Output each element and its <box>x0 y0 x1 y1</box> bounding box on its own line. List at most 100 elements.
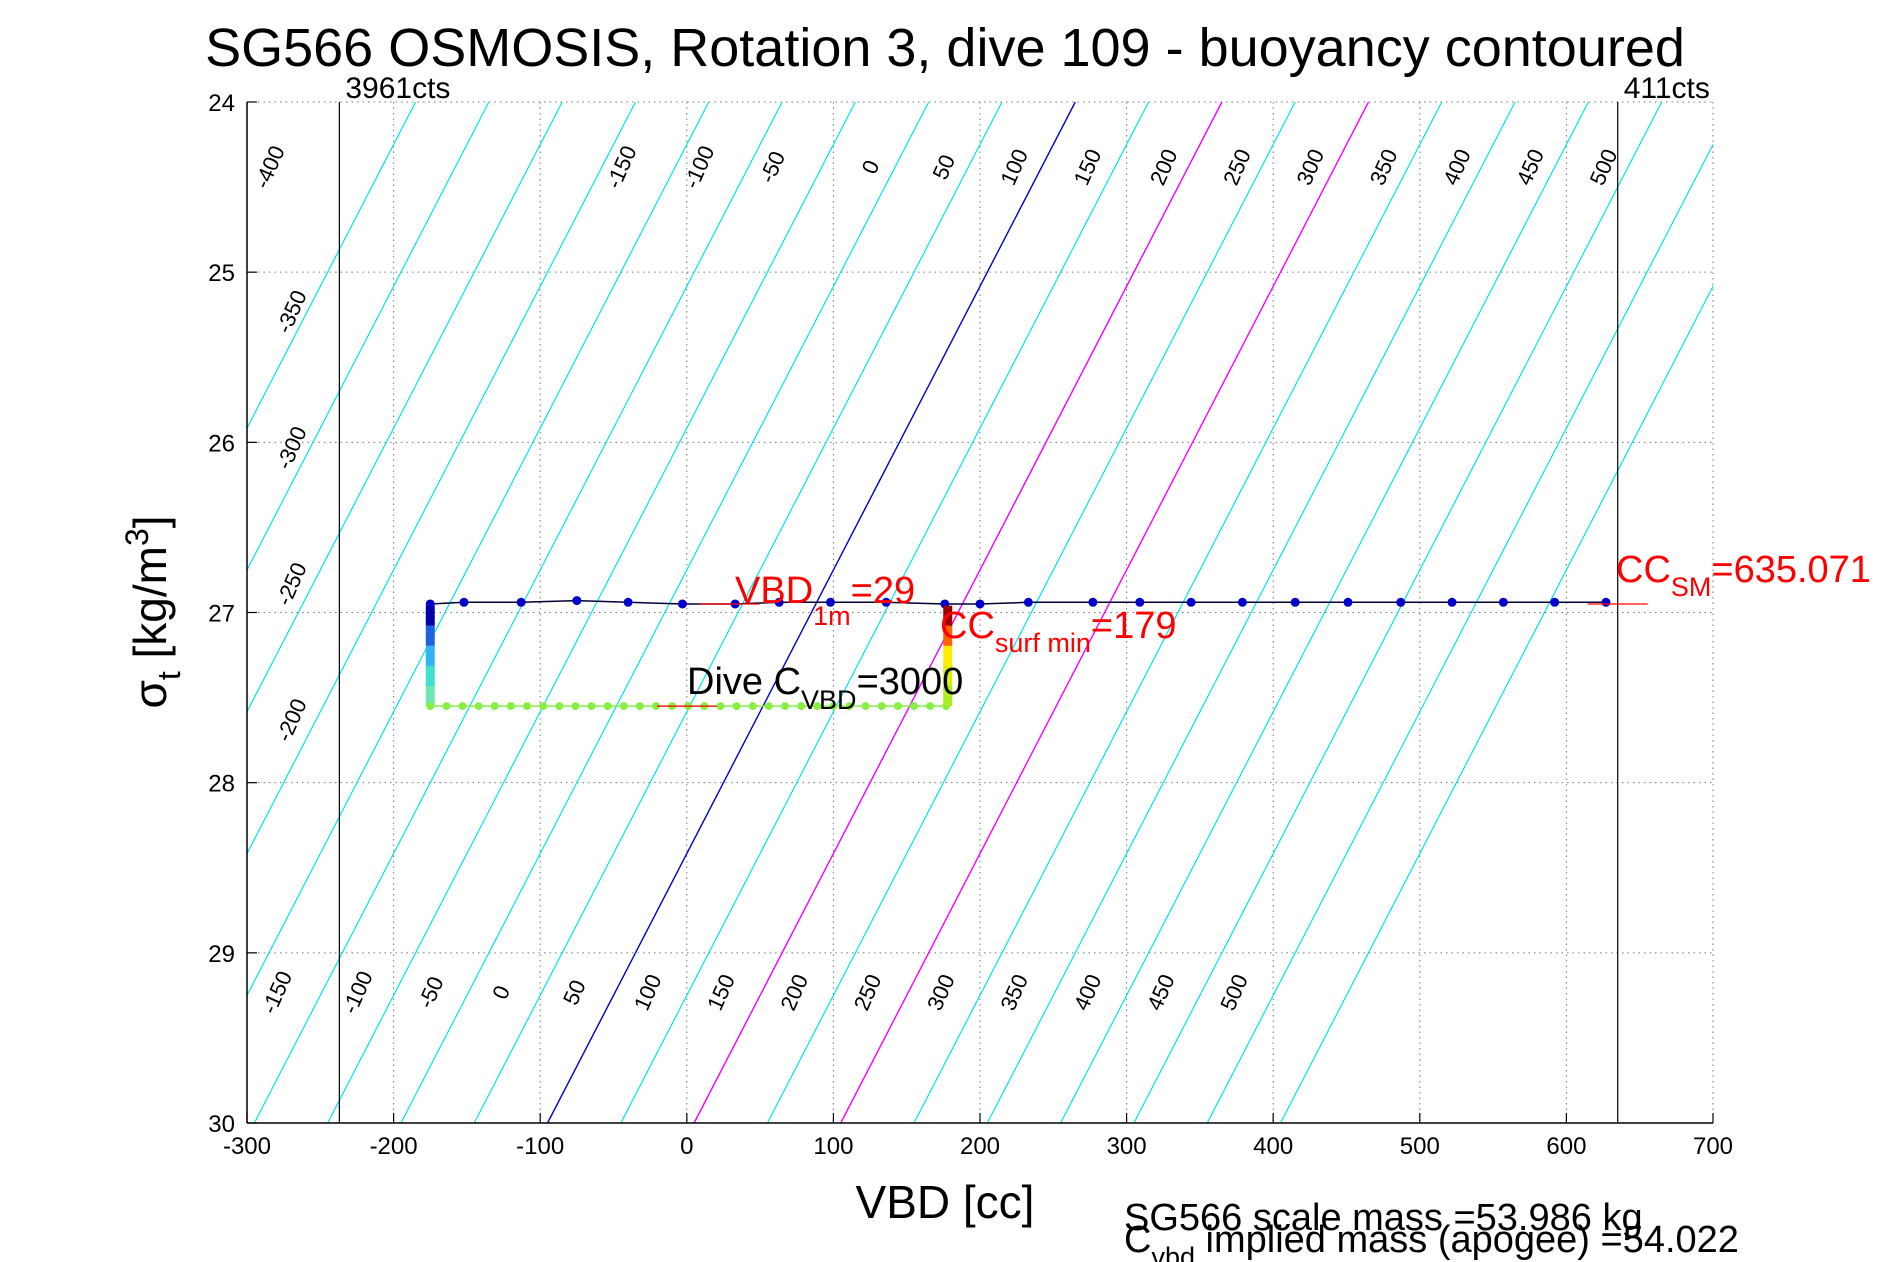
cc-surf-sub: surf min <box>995 628 1091 658</box>
contour-label-bottom: -50 <box>413 973 449 1012</box>
contour-line-cyan <box>1133 102 1663 1123</box>
contour-line-cyan <box>473 102 1003 1123</box>
contour-label-top: 200 <box>1145 145 1183 189</box>
series-point <box>490 702 499 711</box>
series-point <box>716 702 725 711</box>
series-point <box>1290 597 1300 607</box>
contour-line-cyan <box>766 102 1296 1123</box>
contour-label-bottom: 250 <box>849 970 887 1014</box>
y-axis-label-units: [kg/m <box>124 546 176 671</box>
series-point <box>877 702 886 711</box>
series-point <box>474 702 483 711</box>
axes: -300 -200 -100 0 100 200 300 400 500 600 700242526… <box>208 90 1733 1160</box>
series-point <box>677 599 687 609</box>
series-point <box>603 702 612 711</box>
series-point <box>781 702 790 711</box>
series-point <box>506 702 515 711</box>
contour-line-cyan <box>247 102 710 997</box>
series-point <box>1023 597 1033 607</box>
contour-label-left: -250 <box>271 559 312 609</box>
contour-line-cyan <box>1206 143 1713 1123</box>
series-point <box>516 597 526 607</box>
y-tick-label: 24 <box>208 90 235 117</box>
series-point <box>893 702 902 711</box>
dive-cvbd-sub: VBD <box>801 685 857 715</box>
dive-cvbd-value: =3000 <box>857 661 964 703</box>
implied-mass-text: Cvbd implied mass (apogee) =54.022 <box>1124 1219 1739 1262</box>
series-point <box>1601 597 1611 607</box>
x-tick-label: 500 <box>1400 1133 1440 1160</box>
scale-mass-text: SG566 scale mass =53.986 kg <box>1124 1197 1643 1239</box>
series-point <box>1396 597 1406 607</box>
contour-label-bottom: 300 <box>922 970 960 1014</box>
contour-label-top: -400 <box>249 142 290 192</box>
y-tick-label: 27 <box>208 601 235 628</box>
series-point <box>910 702 919 711</box>
contour-label-bottom: 200 <box>775 970 813 1014</box>
x-axis-label: VBD [cc] <box>856 1176 1035 1228</box>
contour-line-magenta <box>693 102 1223 1123</box>
series-point <box>881 597 891 607</box>
series-point <box>523 702 532 711</box>
series-point <box>587 702 596 711</box>
series-point <box>458 702 467 711</box>
vbd-1m-main: VBD <box>735 570 813 612</box>
contour-line-cyan <box>327 102 856 1123</box>
y-tick-label: 28 <box>208 771 235 798</box>
dive-cvbd-main: Dive C <box>687 661 801 703</box>
y-axis-label-sup: 3 <box>119 528 155 546</box>
y-axis-label-sub: t <box>151 671 187 680</box>
contour-line-cyan <box>913 102 1443 1123</box>
x-tick-label: 700 <box>1693 1133 1733 1160</box>
contour-label-top: 300 <box>1291 145 1329 189</box>
series-point <box>1237 597 1247 607</box>
series-point <box>1135 597 1145 607</box>
x-tick-label: 400 <box>1253 1133 1293 1160</box>
chart-title: SG566 OSMOSIS, Rotation 3, dive 109 - bu… <box>205 18 1685 78</box>
y-axis-label: σt [kg/m3] <box>119 515 187 708</box>
series-point <box>1186 597 1196 607</box>
contour-line-cyan <box>253 102 783 1123</box>
series-point <box>623 597 633 607</box>
series-point <box>555 702 564 711</box>
series-point <box>652 702 661 711</box>
contour-label-bottom: 150 <box>702 970 740 1014</box>
y-tick-label: 29 <box>208 941 235 968</box>
contour-line-magenta <box>840 102 1370 1123</box>
contour-line-cyan <box>620 102 1150 1123</box>
series-point <box>1550 597 1560 607</box>
x-tick-label: 100 <box>813 1133 853 1160</box>
series-point <box>825 597 835 607</box>
contour-label-bottom: 350 <box>995 970 1033 1014</box>
x-tick-label: -300 <box>223 1133 271 1160</box>
cc-surf-main: CC <box>940 605 995 647</box>
contour-line-cyan <box>400 102 930 1123</box>
series-point <box>797 702 806 711</box>
series-point <box>539 702 548 711</box>
contour-label-left: -200 <box>271 695 312 745</box>
count-limit-lines: 3961cts 411cts <box>338 72 1710 1123</box>
series-point <box>748 702 757 711</box>
x-tick-label: -200 <box>370 1133 418 1160</box>
contour-label-bottom: 100 <box>629 970 667 1014</box>
vbd-1m-annotation: VBD1m=29 <box>735 570 915 631</box>
x-tick-label: -100 <box>516 1133 564 1160</box>
contour-line-zero <box>546 102 1076 1123</box>
dive-series <box>425 596 1648 711</box>
series-point <box>861 702 870 711</box>
series-point <box>829 702 838 711</box>
contour-label-top: 50 <box>927 151 960 184</box>
contour-label-top: 500 <box>1585 145 1623 189</box>
contour-label-bottom: -100 <box>337 967 378 1017</box>
implied-mass-value: implied mass (apogee) =54.022 <box>1195 1219 1739 1261</box>
buoyancy-contours <box>247 102 1713 1123</box>
series-point <box>426 702 435 711</box>
y-tick-label: 25 <box>208 260 235 287</box>
contour-line-cyan <box>986 102 1516 1123</box>
vbd-1m-value: =29 <box>851 570 915 612</box>
contour-label-bottom: 50 <box>558 976 591 1009</box>
y-axis-label-close: ] <box>124 515 176 528</box>
series-point <box>1498 597 1508 607</box>
y-tick-label: 30 <box>208 1111 235 1138</box>
